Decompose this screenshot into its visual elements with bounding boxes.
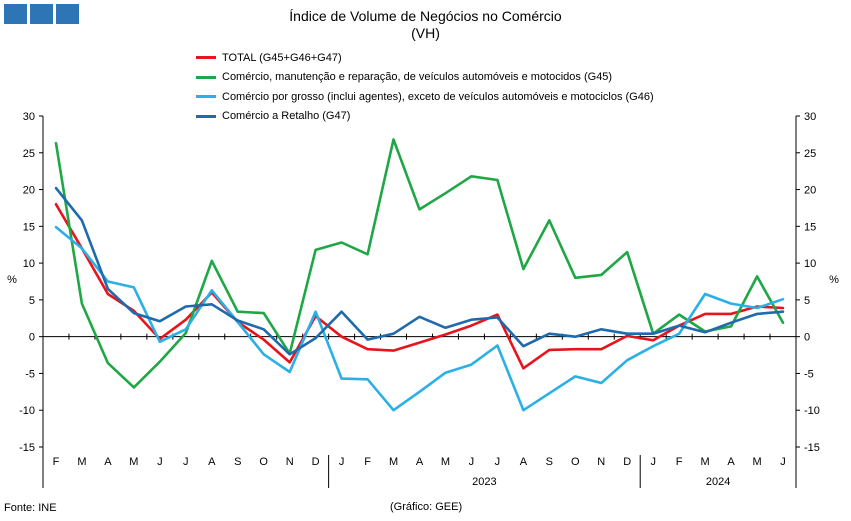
- y-tick-label-left: -15: [19, 442, 35, 454]
- x-tick-label: S: [234, 456, 241, 468]
- x-tick-label: A: [104, 456, 112, 468]
- y-tick-label-left: 20: [23, 185, 35, 197]
- logo-block-2: [30, 4, 53, 24]
- x-tick-label: J: [157, 456, 163, 468]
- x-tick-label: J: [495, 456, 501, 468]
- legend-label: TOTAL (G45+G46+G47): [222, 51, 342, 64]
- x-tick-label: S: [546, 456, 553, 468]
- x-tick-label: D: [623, 456, 631, 468]
- legend-item: TOTAL (G45+G46+G47): [196, 48, 654, 68]
- year-label: 2023: [472, 476, 496, 488]
- x-tick-label: F: [676, 456, 683, 468]
- x-tick-label: J: [339, 456, 345, 468]
- legend-label: Comércio, manutenção e reparação, de veí…: [222, 71, 613, 84]
- chart-title-line1: Índice de Volume de Negócios no Comércio: [289, 8, 562, 24]
- legend-label: Comércio por grosso (inclui agentes), ex…: [222, 90, 654, 103]
- x-tick-label: M: [77, 456, 86, 468]
- legend-item: Comércio a Retalho (G47): [196, 107, 654, 127]
- source-note: Fonte: INE: [4, 502, 57, 514]
- y-tick-label-right: 30: [804, 111, 816, 123]
- x-tick-label: M: [441, 456, 450, 468]
- chart-title-line2: (VH): [411, 25, 440, 41]
- year-label: 2024: [706, 476, 730, 488]
- x-tick-label: M: [389, 456, 398, 468]
- x-tick-label: D: [312, 456, 320, 468]
- y-axis-label-left: %: [7, 274, 17, 286]
- y-tick-label-left: -10: [19, 405, 35, 417]
- y-tick-label-right: 10: [804, 258, 816, 270]
- series-line-4: [54, 186, 785, 356]
- y-tick-label-left: 5: [29, 295, 35, 307]
- legend-swatch: [196, 56, 216, 60]
- series-line-3: [54, 225, 785, 412]
- y-tick-label-right: 20: [804, 185, 816, 197]
- chart-title: Índice de Volume de Negócios no Comércio…: [0, 8, 851, 42]
- x-tick-label: A: [416, 456, 424, 468]
- x-tick-label: O: [571, 456, 580, 468]
- y-tick-label-right: -10: [804, 405, 820, 417]
- y-tick-label-right: 0: [804, 332, 810, 344]
- y-tick-label-right: -5: [804, 368, 814, 380]
- y-tick-label-right: 15: [804, 221, 816, 233]
- x-tick-label: J: [650, 456, 656, 468]
- x-tick-label: A: [208, 456, 216, 468]
- x-tick-label: M: [752, 456, 761, 468]
- legend-swatch: [196, 114, 216, 118]
- chart-credit: (Gráfico: GEE): [390, 501, 463, 513]
- y-tick-label-right: 5: [804, 295, 810, 307]
- legend-swatch: [196, 95, 216, 99]
- chart-legend: TOTAL (G45+G46+G47) Comércio, manutenção …: [196, 48, 654, 126]
- x-tick-label: J: [469, 456, 475, 468]
- y-axis-label-right: %: [829, 274, 839, 286]
- x-tick-label: J: [780, 456, 786, 468]
- series-line-1: [54, 203, 785, 370]
- y-tick-label-right: -15: [804, 442, 820, 454]
- logo-block-1: [4, 4, 27, 24]
- x-tick-label: N: [286, 456, 294, 468]
- y-tick-label-left: 0: [29, 332, 35, 344]
- series-line-2: [54, 138, 785, 389]
- x-tick-label: F: [364, 456, 371, 468]
- x-tick-label: A: [520, 456, 528, 468]
- y-tick-label-left: 30: [23, 111, 35, 123]
- logo-block-3: [56, 4, 79, 24]
- legend-label: Comércio a Retalho (G47): [222, 110, 351, 123]
- legend-item: Comércio por grosso (inclui agentes), ex…: [196, 87, 654, 107]
- legend-item: Comércio, manutenção e reparação, de veí…: [196, 68, 654, 88]
- y-tick-label-right: 25: [804, 148, 816, 160]
- x-tick-label: O: [259, 456, 268, 468]
- x-tick-label: N: [597, 456, 605, 468]
- x-tick-label: A: [727, 456, 735, 468]
- y-tick-label-left: 10: [23, 258, 35, 270]
- gee-logo: [4, 4, 79, 24]
- legend-swatch: [196, 75, 216, 79]
- y-tick-label-left: 25: [23, 148, 35, 160]
- x-tick-label: F: [53, 456, 60, 468]
- y-tick-label-left: -5: [25, 368, 35, 380]
- x-tick-label: M: [129, 456, 138, 468]
- x-tick-label: J: [183, 456, 189, 468]
- y-tick-label-left: 15: [23, 221, 35, 233]
- x-tick-label: M: [701, 456, 710, 468]
